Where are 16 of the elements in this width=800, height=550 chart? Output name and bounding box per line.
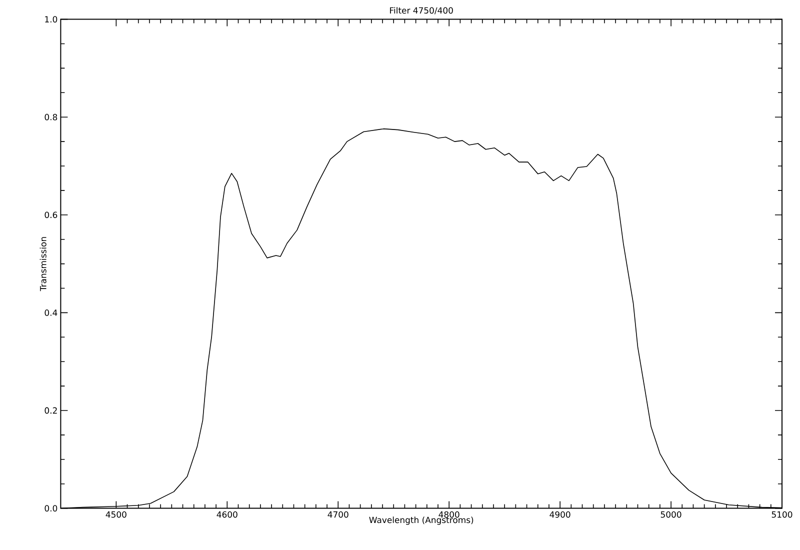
x-tick-label: 5100 — [772, 511, 792, 518]
x-tick-label: 4500 — [106, 511, 126, 518]
y-tick-label: 1.0 — [45, 16, 58, 23]
y-axis-title: Transmission — [40, 237, 46, 292]
y-tick-label: 0.4 — [44, 310, 58, 316]
y-tick-label: 0.0 — [44, 505, 58, 512]
x-tick-label: 4600 — [216, 511, 238, 518]
x-tick-label: 5000 — [660, 511, 682, 518]
y-tick-label: 0.2 — [44, 407, 57, 414]
y-tick-label: 0.6 — [44, 212, 58, 218]
x-tick-label: 4700 — [328, 511, 348, 518]
x-tick-label: 4900 — [550, 511, 570, 518]
y-tick-label: 0.8 — [44, 114, 58, 120]
chart-title: Filter 4750/400 — [390, 7, 453, 14]
x-axis-title: Wavelength (Angstroms) — [369, 516, 474, 525]
x-tick-label: 4800 — [438, 511, 460, 518]
